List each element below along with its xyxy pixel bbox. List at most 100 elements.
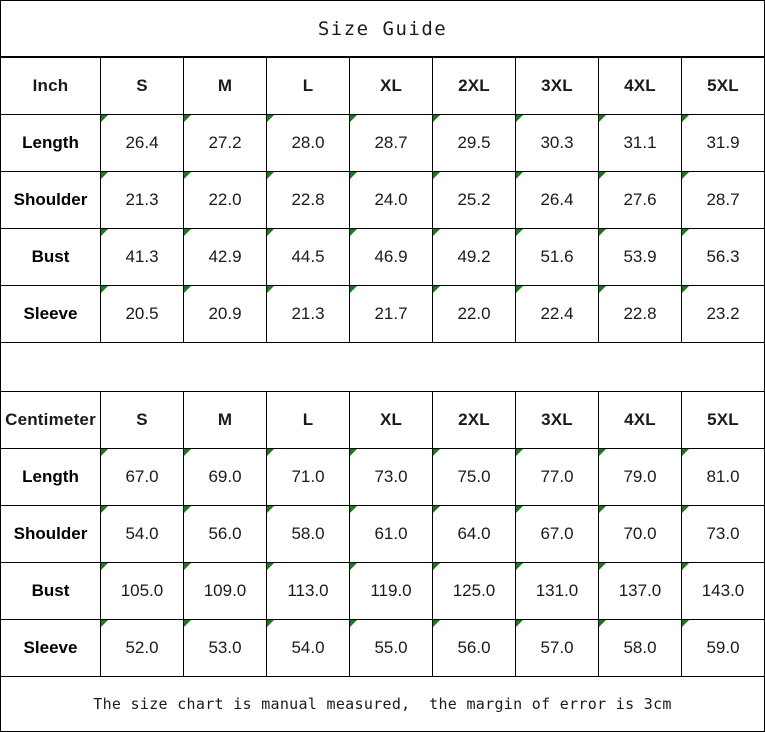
table-row: Sleeve 20.5 20.9 21.3 21.7 22.0 22.4 22.8 23.2: [0, 285, 765, 343]
cell-centimeter-bust-3xl: 131.0: [515, 562, 599, 620]
cell-centimeter-sleeve-l: 54.0: [266, 619, 350, 677]
cell-inch-sleeve-5xl: 23.2: [681, 285, 765, 343]
column-header-xl: XL: [349, 57, 433, 115]
cell-inch-length-m: 27.2: [183, 114, 267, 172]
cell-centimeter-length-l: 71.0: [266, 448, 350, 506]
cell-centimeter-shoulder-m: 56.0: [183, 505, 267, 563]
measure-label-inch-sleeve: Sleeve: [0, 285, 101, 343]
title-row: Size Guide: [0, 0, 765, 57]
cell-inch-length-2xl: 29.5: [432, 114, 516, 172]
cell-inch-shoulder-l: 22.8: [266, 171, 350, 229]
column-header-5xl: 5XL: [681, 57, 765, 115]
cell-centimeter-shoulder-l: 58.0: [266, 505, 350, 563]
cell-centimeter-bust-s: 105.0: [100, 562, 184, 620]
cell-inch-bust-2xl: 49.2: [432, 228, 516, 286]
cell-centimeter-sleeve-5xl: 59.0: [681, 619, 765, 677]
cell-centimeter-length-m: 69.0: [183, 448, 267, 506]
cell-inch-length-4xl: 31.1: [598, 114, 682, 172]
cell-centimeter-bust-4xl: 137.0: [598, 562, 682, 620]
cell-inch-length-l: 28.0: [266, 114, 350, 172]
tables-mount: Inch S M L XL 2XL 3XL 4XL 5XL Length 26.4 27.2 28.0 2…: [0, 57, 765, 732]
cell-centimeter-length-5xl: 81.0: [681, 448, 765, 506]
footnote-text: The size chart is manual measured, the m…: [0, 676, 765, 732]
cell-inch-shoulder-m: 22.0: [183, 171, 267, 229]
cell-inch-bust-3xl: 51.6: [515, 228, 599, 286]
cell-inch-shoulder-4xl: 27.6: [598, 171, 682, 229]
size-guide-data-grid: Inch S M L XL 2XL 3XL 4XL 5XL Length 26.4 27.2 28.0 2…: [0, 57, 765, 732]
cell-inch-shoulder-2xl: 25.2: [432, 171, 516, 229]
cell-inch-shoulder-s: 21.3: [100, 171, 184, 229]
cell-centimeter-bust-xl: 119.0: [349, 562, 433, 620]
cell-centimeter-shoulder-2xl: 64.0: [432, 505, 516, 563]
column-header-l: L: [266, 391, 350, 449]
measure-label-centimeter-bust: Bust: [0, 562, 101, 620]
cell-centimeter-shoulder-xl: 61.0: [349, 505, 433, 563]
cell-inch-sleeve-l: 21.3: [266, 285, 350, 343]
cell-centimeter-sleeve-2xl: 56.0: [432, 619, 516, 677]
cell-inch-shoulder-3xl: 26.4: [515, 171, 599, 229]
cell-inch-sleeve-2xl: 22.0: [432, 285, 516, 343]
cell-inch-sleeve-xl: 21.7: [349, 285, 433, 343]
cell-inch-length-s: 26.4: [100, 114, 184, 172]
measure-label-inch-shoulder: Shoulder: [0, 171, 101, 229]
column-header-5xl: 5XL: [681, 391, 765, 449]
unit-label-inch: Inch: [0, 57, 101, 115]
cell-centimeter-bust-5xl: 143.0: [681, 562, 765, 620]
measure-label-centimeter-shoulder: Shoulder: [0, 505, 101, 563]
column-header-m: M: [183, 391, 267, 449]
cell-centimeter-bust-m: 109.0: [183, 562, 267, 620]
header-row-centimeter: Centimeter S M L XL 2XL 3XL 4XL 5XL: [0, 391, 765, 449]
column-header-xl: XL: [349, 391, 433, 449]
column-header-s: S: [100, 57, 184, 115]
column-header-2xl: 2XL: [432, 57, 516, 115]
cell-inch-bust-5xl: 56.3: [681, 228, 765, 286]
table-row: Sleeve 52.0 53.0 54.0 55.0 56.0 57.0 58.0 59.0: [0, 619, 765, 677]
cell-inch-shoulder-5xl: 28.7: [681, 171, 765, 229]
cell-inch-length-xl: 28.7: [349, 114, 433, 172]
spacer-cell: [0, 342, 765, 392]
measure-label-inch-bust: Bust: [0, 228, 101, 286]
header-row-inch: Inch S M L XL 2XL 3XL 4XL 5XL: [0, 57, 765, 115]
table-row: Length 67.0 69.0 71.0 73.0 75.0 77.0 79.0 81.0: [0, 448, 765, 506]
cell-centimeter-shoulder-3xl: 67.0: [515, 505, 599, 563]
footnote-row: The size chart is manual measured, the m…: [0, 676, 765, 732]
column-header-s: S: [100, 391, 184, 449]
size-guide-table: Size Guide: [0, 0, 765, 57]
table-row: Bust 105.0 109.0 113.0 119.0 125.0 131.0 137.0 1…: [0, 562, 765, 620]
size-guide-body: Size Guide: [0, 0, 765, 57]
cell-centimeter-sleeve-3xl: 57.0: [515, 619, 599, 677]
cell-centimeter-sleeve-xl: 55.0: [349, 619, 433, 677]
cell-centimeter-shoulder-5xl: 73.0: [681, 505, 765, 563]
cell-centimeter-bust-2xl: 125.0: [432, 562, 516, 620]
column-header-l: L: [266, 57, 350, 115]
column-header-m: M: [183, 57, 267, 115]
cell-centimeter-shoulder-4xl: 70.0: [598, 505, 682, 563]
measure-label-inch-length: Length: [0, 114, 101, 172]
table-row: Shoulder 21.3 22.0 22.8 24.0 25.2 26.4 27.6 28.7: [0, 171, 765, 229]
cell-inch-bust-l: 44.5: [266, 228, 350, 286]
cell-inch-sleeve-4xl: 22.8: [598, 285, 682, 343]
cell-inch-bust-4xl: 53.9: [598, 228, 682, 286]
column-header-4xl: 4XL: [598, 57, 682, 115]
column-header-3xl: 3XL: [515, 57, 599, 115]
cell-inch-bust-m: 42.9: [183, 228, 267, 286]
cell-centimeter-sleeve-m: 53.0: [183, 619, 267, 677]
cell-centimeter-length-2xl: 75.0: [432, 448, 516, 506]
column-header-2xl: 2XL: [432, 391, 516, 449]
cell-inch-sleeve-s: 20.5: [100, 285, 184, 343]
table-spacer-row: [0, 342, 765, 392]
cell-inch-length-3xl: 30.3: [515, 114, 599, 172]
table-row: Length 26.4 27.2 28.0 28.7 29.5 30.3 31.1 31.9: [0, 114, 765, 172]
table-row: Shoulder 54.0 56.0 58.0 61.0 64.0 67.0 70.0 73.0: [0, 505, 765, 563]
cell-centimeter-bust-l: 113.0: [266, 562, 350, 620]
cell-centimeter-sleeve-4xl: 58.0: [598, 619, 682, 677]
cell-centimeter-sleeve-s: 52.0: [100, 619, 184, 677]
cell-centimeter-length-xl: 73.0: [349, 448, 433, 506]
unit-label-centimeter: Centimeter: [0, 391, 101, 449]
table-row: Bust 41.3 42.9 44.5 46.9 49.2 51.6 53.9 56.3: [0, 228, 765, 286]
cell-centimeter-length-3xl: 77.0: [515, 448, 599, 506]
measure-label-centimeter-length: Length: [0, 448, 101, 506]
cell-centimeter-length-4xl: 79.0: [598, 448, 682, 506]
page-title: Size Guide: [0, 0, 765, 57]
